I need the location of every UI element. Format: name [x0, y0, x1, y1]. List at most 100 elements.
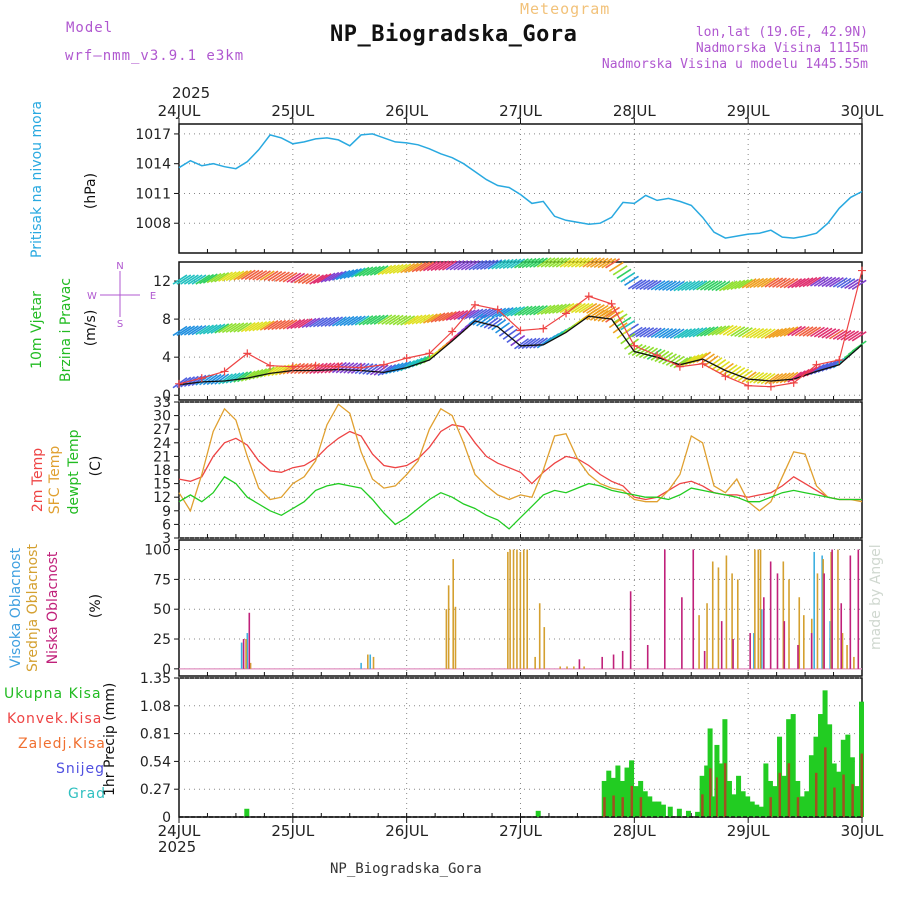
wind-barb	[779, 372, 795, 384]
wind-barb	[498, 307, 514, 318]
wind-barb	[745, 278, 761, 289]
wind-barb	[608, 261, 624, 273]
gust-marker	[288, 362, 297, 371]
wind-barb	[214, 373, 230, 385]
wind-barb	[271, 319, 287, 331]
wind-barb	[525, 337, 541, 349]
wind-barb	[840, 330, 856, 341]
wind-barb	[218, 322, 233, 334]
gust-marker	[744, 381, 753, 390]
precip-bar	[717, 763, 723, 817]
lonlat-label: lon,lat (19.6E, 42.9N)	[695, 25, 868, 40]
wind-barb	[369, 364, 385, 376]
wind-barb	[347, 315, 362, 326]
wind-barb	[665, 280, 681, 292]
wind-barb	[476, 315, 492, 327]
y-tick-label: 75	[153, 572, 171, 588]
wind-barb	[802, 326, 818, 337]
wind-barb	[684, 280, 700, 291]
wind-barb	[453, 309, 469, 321]
wind-barb	[783, 326, 799, 337]
wind-barb	[183, 325, 199, 336]
gust-marker	[470, 300, 479, 309]
wind-barb	[373, 314, 389, 325]
gust-marker	[266, 361, 275, 370]
wind-barb	[677, 280, 693, 292]
y-tick-label: 0	[162, 388, 171, 404]
wind-barb	[472, 259, 488, 271]
wind-barb	[597, 310, 613, 322]
wind-barb	[749, 372, 765, 384]
wind-barb	[358, 315, 374, 326]
wind-barb	[730, 279, 746, 290]
wind-barb	[328, 316, 344, 327]
wind-barb	[844, 278, 860, 289]
wind-barb	[760, 277, 776, 288]
wind-barb	[810, 326, 825, 338]
wind-barb	[646, 279, 662, 291]
precip-bar	[804, 791, 810, 817]
y-tick-label: 0.81	[140, 727, 171, 743]
wind-barb	[635, 345, 651, 358]
wind-barb	[631, 344, 647, 357]
conv-precip-bar	[769, 797, 772, 817]
wind-barb	[441, 260, 457, 271]
wind-barb	[502, 328, 518, 340]
wind-barb	[665, 354, 681, 366]
wind-barb	[423, 261, 438, 272]
wind-barb	[711, 325, 727, 336]
wind-barb	[559, 257, 575, 268]
wind-barb	[221, 372, 237, 385]
wind-barb	[491, 319, 507, 331]
wind-barb	[768, 328, 784, 339]
wind-barb	[369, 265, 385, 276]
wind-barb	[449, 260, 465, 271]
wind-barb	[806, 276, 822, 287]
wind-barb	[259, 320, 275, 331]
wind-barb	[328, 362, 344, 374]
precip-bar	[854, 786, 860, 817]
wind-barb	[734, 368, 750, 380]
wind-barb	[293, 362, 309, 375]
wind-barb	[772, 372, 787, 384]
wind-barb	[677, 328, 693, 339]
conv-precip-bar	[814, 772, 818, 817]
precip-bar	[704, 765, 710, 817]
wind-barb	[525, 305, 541, 316]
wind-barb	[362, 266, 378, 277]
wind-barb	[275, 271, 290, 282]
wind-barb	[783, 278, 799, 289]
wind-barb	[764, 277, 780, 288]
wind-barb	[377, 264, 393, 276]
wind-barb	[794, 277, 810, 288]
wind-barb	[195, 324, 211, 336]
x-tick-label-top: 27JUL	[499, 102, 542, 120]
wind-barb	[305, 274, 321, 285]
wind-barb	[240, 321, 256, 333]
wind-barb	[798, 326, 814, 337]
wind-barb	[183, 375, 199, 387]
wind-barb	[836, 329, 852, 341]
wind-barb	[669, 280, 685, 292]
compass-w-label: W	[87, 291, 97, 302]
wind-barb	[286, 319, 302, 330]
wind-barb	[495, 322, 510, 334]
wind-barb	[650, 280, 666, 291]
wind-barb	[620, 272, 636, 283]
wind-barb	[521, 305, 537, 316]
wind-barb	[290, 272, 306, 284]
wind-barb	[646, 327, 662, 338]
wind-barb	[229, 270, 245, 281]
model-label: Model	[66, 20, 114, 36]
year-top: 2025	[172, 84, 211, 102]
conv-precip-bar	[709, 768, 712, 817]
wind-barb	[347, 268, 362, 279]
wind-barb	[730, 326, 746, 337]
wind-barb	[354, 266, 370, 278]
wind-barb	[449, 310, 465, 321]
wind-barb	[832, 277, 848, 288]
wind-barb	[821, 328, 837, 339]
wind-barb	[806, 326, 822, 337]
wind-barb	[328, 271, 344, 282]
precip-bar	[711, 796, 717, 817]
